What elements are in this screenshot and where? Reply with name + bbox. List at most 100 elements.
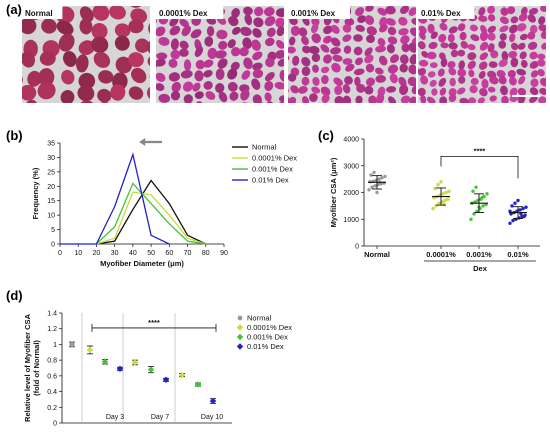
muscle-fiber bbox=[376, 93, 385, 103]
muscle-fiber bbox=[427, 71, 436, 78]
muscle-fiber bbox=[114, 35, 130, 51]
muscle-fiber bbox=[398, 28, 409, 36]
data-point bbox=[524, 205, 528, 209]
dex-group-label: Dex bbox=[473, 264, 488, 273]
y-tick-label: 0 bbox=[53, 421, 57, 428]
muscle-fiber bbox=[231, 46, 241, 57]
muscle-fiber bbox=[399, 0, 412, 4]
muscle-fiber bbox=[98, 70, 114, 84]
muscle-fiber bbox=[546, 24, 550, 34]
muscle-fiber bbox=[278, 103, 289, 114]
legend-label: 0.01% Dex bbox=[247, 342, 284, 351]
muscle-fiber bbox=[252, 28, 262, 38]
muscle-fiber bbox=[388, 96, 397, 103]
muscle-fiber bbox=[156, 0, 164, 5]
muscle-fiber bbox=[498, 40, 507, 49]
muscle-fiber bbox=[128, 86, 144, 100]
muscle-fiber bbox=[498, 76, 507, 85]
muscle-fiber bbox=[290, 85, 299, 94]
muscle-fiber bbox=[506, 6, 516, 15]
muscle-fiber bbox=[400, 95, 411, 103]
muscle-fiber bbox=[146, 0, 169, 7]
muscle-fiber bbox=[385, 18, 396, 26]
muscle-fiber bbox=[439, 22, 448, 31]
data-point bbox=[518, 208, 522, 212]
muscle-fiber bbox=[310, 23, 319, 34]
muscle-fiber bbox=[429, 62, 438, 69]
muscle-fiber bbox=[276, 26, 284, 37]
muscle-fiber bbox=[311, 86, 321, 94]
muscle-fiber bbox=[527, 31, 536, 40]
muscle-fiber bbox=[378, 55, 388, 66]
muscle-fiber bbox=[207, 47, 218, 59]
muscle-fiber bbox=[501, 51, 509, 61]
muscle-fiber bbox=[343, 45, 352, 54]
muscle-fiber bbox=[420, 0, 430, 6]
muscle-fiber bbox=[80, 100, 94, 103]
muscle-fiber bbox=[288, 0, 300, 5]
muscle-fiber bbox=[342, 34, 352, 42]
muscle-fiber bbox=[110, 84, 126, 101]
muscle-fiber bbox=[309, 93, 318, 102]
muscle-fiber bbox=[288, 96, 297, 103]
muscle-fiber bbox=[290, 25, 300, 37]
muscle-fiber bbox=[479, 88, 488, 97]
muscle-fiber bbox=[353, 104, 366, 117]
muscle-fiber bbox=[377, 37, 386, 47]
muscle-fiber bbox=[60, 90, 75, 103]
muscle-fiber bbox=[385, 6, 396, 15]
muscle-fiber bbox=[410, 0, 418, 4]
muscle-fiber bbox=[469, 85, 478, 94]
muscle-fiber bbox=[38, 68, 55, 87]
muscle-fiber bbox=[93, 51, 111, 68]
muscle-fiber bbox=[334, 85, 343, 95]
muscle-fiber bbox=[509, 24, 518, 34]
micrograph-label-box bbox=[288, 6, 350, 19]
muscle-fiber bbox=[275, 17, 284, 28]
muscle-fiber bbox=[501, 95, 509, 103]
muscle-fiber bbox=[418, 87, 426, 96]
significance-label: **** bbox=[148, 318, 160, 327]
muscle-fiber bbox=[240, 26, 252, 37]
muscle-fiber bbox=[37, 81, 56, 100]
x-tick-label: 30 bbox=[111, 250, 119, 257]
muscle-fiber bbox=[311, 17, 320, 26]
x-category-label: 0.01% bbox=[507, 250, 529, 259]
muscle-fiber bbox=[194, 70, 204, 82]
muscle-fiber bbox=[389, 54, 400, 64]
muscle-fiber bbox=[540, 31, 546, 39]
muscle-fiber bbox=[227, 68, 238, 80]
muscle-fiber bbox=[489, 0, 499, 6]
muscle-fiber bbox=[41, 18, 57, 34]
muscle-fiber bbox=[128, 19, 144, 34]
muscle-fiber bbox=[418, 59, 429, 67]
muscle-fiber bbox=[439, 96, 448, 103]
muscle-fiber bbox=[457, 49, 466, 57]
muscle-fiber bbox=[355, 95, 363, 103]
y-tick-label: 0 bbox=[355, 244, 359, 251]
muscle-fiber bbox=[205, 104, 219, 117]
data-point bbox=[521, 206, 525, 211]
muscle-fiber bbox=[274, 82, 284, 90]
muscle-fiber bbox=[243, 6, 253, 16]
muscle-fiber bbox=[478, 70, 486, 79]
muscle-fiber bbox=[457, 23, 466, 32]
data-point bbox=[513, 201, 517, 205]
muscle-fiber bbox=[367, 105, 375, 116]
muscle-fiber bbox=[132, 101, 154, 124]
muscle-fiber bbox=[333, 77, 343, 86]
muscle-fiber bbox=[365, 6, 374, 12]
muscle-fiber bbox=[97, 101, 112, 103]
muscle-fiber bbox=[458, 103, 468, 113]
muscle-fiber bbox=[275, 39, 284, 49]
data-point bbox=[485, 192, 489, 196]
muscle-fiber bbox=[448, 94, 457, 103]
data-point bbox=[469, 217, 473, 221]
day-label: Day 7 bbox=[151, 414, 169, 421]
muscle-fiber bbox=[321, 94, 330, 103]
muscle-fiber bbox=[478, 15, 488, 22]
muscle-fiber bbox=[440, 42, 449, 49]
muscle-fiber bbox=[460, 40, 469, 49]
muscle-fiber bbox=[279, 70, 284, 82]
series-line-0-01-dex bbox=[60, 152, 170, 245]
